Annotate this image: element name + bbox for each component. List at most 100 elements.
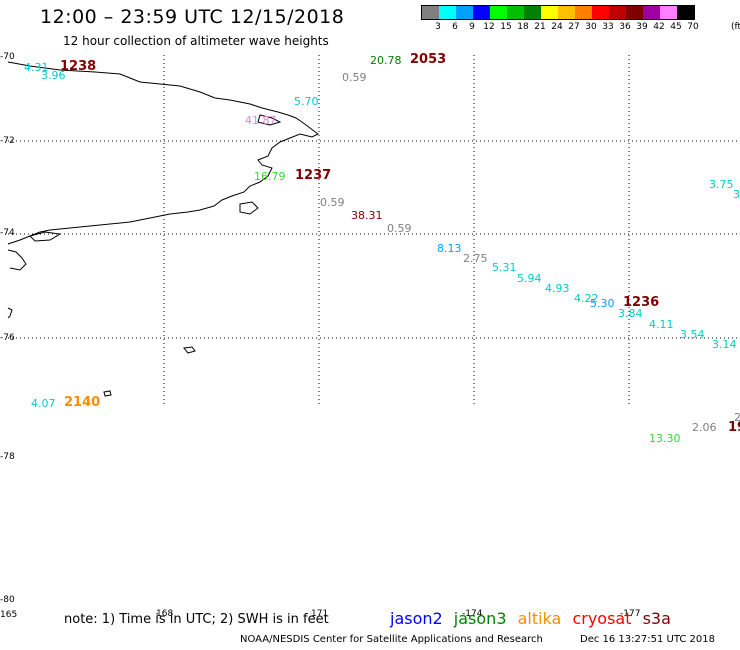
lat-label: -70: [0, 52, 15, 62]
coastline-main: [7, 61, 319, 245]
legend-unit: (ft): [731, 22, 740, 32]
lat-label: -76: [0, 333, 15, 343]
legend-color-bar: [421, 5, 695, 20]
satellite-legend: jason2 jason3 altika cryosat s3a: [390, 609, 677, 628]
legend-swatch: [643, 6, 660, 19]
swh-value: 13.30: [649, 432, 681, 445]
coastline-bay: [7, 249, 27, 271]
swh-value: 0.59: [320, 196, 345, 209]
swh-value: 2.75: [463, 252, 488, 265]
legend-swatch-label: 12: [483, 22, 495, 32]
legend-swatch-label: 27: [568, 22, 580, 32]
legend-swatch: [660, 6, 677, 19]
satellite-cryosat: cryosat: [572, 609, 632, 628]
legend-swatch: [575, 6, 592, 19]
island: [183, 346, 196, 354]
swh-value: 4.11: [649, 318, 674, 331]
graticule: [8, 55, 740, 405]
island: [7, 307, 13, 319]
legend-swatch: [677, 6, 694, 19]
pass-time-label: 1237: [295, 168, 332, 183]
swh-value: 41.87: [245, 114, 277, 127]
legend-swatch-label: 24: [551, 22, 563, 32]
pass-time-label: 1236: [623, 295, 660, 310]
credit-line: NOAA/NESDIS Center for Satellite Applica…: [240, 634, 543, 645]
satellite-jason3: jason3: [453, 609, 507, 628]
legend-swatch: [558, 6, 575, 19]
map-title: 12:00 – 23:59 UTC 12/15/2018: [40, 6, 345, 28]
lon-label: -177: [620, 609, 641, 619]
legend-swatch-label: 21: [534, 22, 546, 32]
coastline: [7, 61, 319, 397]
swh-value: 5.30: [590, 297, 615, 310]
satellite-s3a: s3a: [642, 609, 671, 628]
lat-label: -72: [0, 136, 15, 146]
swh-value: 38.31: [351, 209, 383, 222]
legend-swatch: [524, 6, 541, 19]
swh-value: 3.96: [41, 69, 66, 82]
swh-value: 4.22: [574, 292, 599, 305]
lat-label: -74: [0, 228, 15, 238]
legend-swatch: [439, 6, 456, 19]
lon-label: 168: [156, 609, 174, 619]
legend-swatch: [507, 6, 524, 19]
swh-value: 4.07: [31, 397, 56, 410]
coastline-bay: [29, 231, 62, 242]
pass-time-label: 1238: [60, 59, 97, 74]
swh-value: 3: [733, 188, 740, 201]
legend-swatch: [456, 6, 473, 19]
swh-value: 3.54: [680, 328, 705, 341]
swh-value: 3.84: [618, 307, 643, 320]
lat-label: -80: [0, 595, 15, 605]
swh-value: 2.06: [692, 421, 717, 434]
swh-value: 2: [734, 411, 740, 424]
legend-swatch-label: 3: [435, 22, 441, 32]
swh-value: 20.78: [370, 54, 402, 67]
legend-swatch: [490, 6, 507, 19]
swh-value: 5.94: [517, 272, 542, 285]
legend-swatch-label: 18: [517, 22, 529, 32]
legend-swatch: [422, 6, 439, 19]
satellite-jason2: jason2: [390, 609, 443, 628]
legend-swatch: [609, 6, 626, 19]
footer-note: note: 1) Time is in UTC; 2) SWH is in fe…: [64, 612, 329, 627]
pass-time-label: 19: [728, 420, 740, 435]
swh-value: 16.79: [254, 170, 286, 183]
pass-time-label: 2140: [64, 395, 101, 410]
swh-value: 4.31: [24, 61, 49, 74]
lon-label: 171: [311, 609, 329, 619]
legend-swatch: [541, 6, 558, 19]
swh-value: 3.75: [709, 178, 734, 191]
legend-swatch-label: 36: [619, 22, 631, 32]
lat-label: -78: [0, 452, 15, 462]
lon-label: 165: [0, 610, 18, 620]
pass-time-label: 2053: [410, 52, 447, 67]
island: [103, 390, 112, 397]
legend-swatch-label: 9: [469, 22, 475, 32]
swh-value: 8.13: [437, 242, 462, 255]
coastline-spit: [257, 114, 282, 126]
legend-swatch-label: 45: [670, 22, 682, 32]
map-subtitle: 12 hour collection of altimeter wave hei…: [63, 34, 329, 48]
swh-value: 5.70: [294, 95, 319, 108]
legend-swatch-label: 6: [452, 22, 458, 32]
lon-label: -174: [462, 609, 483, 619]
swh-value: 0.59: [387, 222, 412, 235]
swh-value: 0.59: [342, 71, 367, 84]
legend-swatch: [473, 6, 490, 19]
swh-value: 3.14: [712, 338, 737, 351]
legend-swatch: [626, 6, 643, 19]
legend-swatch-label: 39: [636, 22, 648, 32]
legend-swatch-label: 70: [687, 22, 699, 32]
legend-swatch-label: 30: [585, 22, 597, 32]
swh-value: 4.93: [545, 282, 570, 295]
legend-swatch-label: 42: [653, 22, 665, 32]
legend-swatch-label: 33: [602, 22, 614, 32]
island: [239, 201, 259, 215]
generated-timestamp: Dec 16 13:27:51 UTC 2018: [580, 634, 715, 645]
legend-swatch: [592, 6, 609, 19]
legend-swatch-label: 15: [500, 22, 512, 32]
